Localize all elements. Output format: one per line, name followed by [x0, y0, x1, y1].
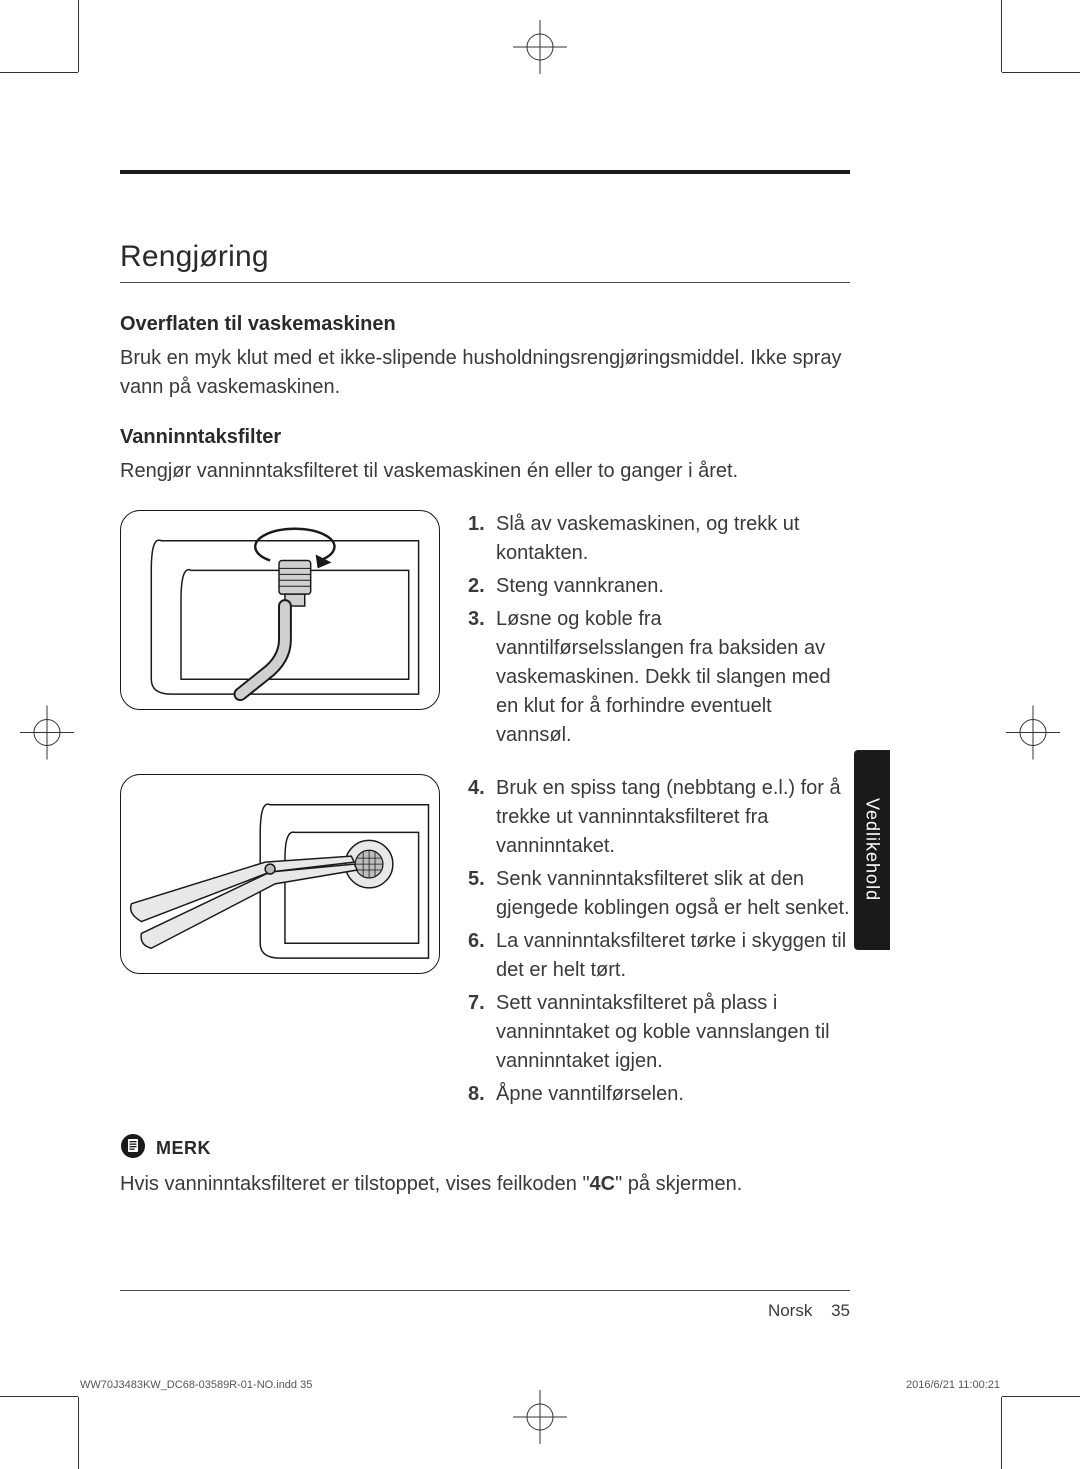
step-item: 5.Senk vanninntaksfilteret slik at den g…	[468, 865, 850, 923]
registration-mark-icon	[513, 1390, 567, 1449]
registration-mark-icon	[513, 20, 567, 79]
crop-mark	[1001, 0, 1002, 72]
page-content: Rengjøring Overflaten til vaskemaskinen …	[120, 170, 850, 1223]
side-tab: Vedlikehold	[854, 750, 890, 950]
crop-mark	[0, 1396, 78, 1397]
crop-mark	[0, 72, 78, 73]
step-item: 4.Bruk en spiss tang (nebbtang e.l.) for…	[468, 774, 850, 861]
step-item: 1.Slå av vaskemaskinen, og trekk ut kont…	[468, 510, 850, 568]
step-item: 2.Steng vannkranen.	[468, 572, 850, 601]
figure-unscrew-hose	[120, 510, 440, 710]
subsection-title-filter: Vanninntaksfilter	[120, 426, 850, 449]
footer-rule	[120, 1290, 850, 1291]
registration-mark-icon	[1006, 705, 1060, 764]
subsection-title-surface: Overflaten til vaskemaskinen	[120, 313, 850, 336]
section-title: Rengjøring	[120, 240, 850, 274]
footer-page-number: 35	[831, 1301, 850, 1320]
steps-list-b: 4.Bruk en spiss tang (nebbtang e.l.) for…	[468, 774, 850, 1109]
crop-mark	[1001, 1397, 1002, 1469]
step-item: 6.La vanninntaksfilteret tørke i skyggen…	[468, 927, 850, 985]
indd-filename: WW70J3483KW_DC68-03589R-01-NO.indd 35	[80, 1379, 312, 1391]
indd-timestamp: 2016/6/21 11:00:21	[906, 1379, 1000, 1391]
footer-language: Norsk	[768, 1301, 812, 1320]
figure-remove-filter	[120, 774, 440, 974]
step-item: 3.Løsne og koble fra vanntilførselsslang…	[468, 605, 850, 750]
steps-list-a: 1.Slå av vaskemaskinen, og trekk ut kont…	[468, 510, 850, 750]
step-item: 7.Sett vannintaksfilteret på plass i van…	[468, 989, 850, 1076]
subsection-body-filter: Rengjør vanninntaksfilteret til vaskemas…	[120, 457, 850, 486]
page-footer: Norsk 35	[120, 1290, 850, 1321]
crop-mark	[1002, 1396, 1080, 1397]
crop-mark	[78, 0, 79, 72]
note-text: Hvis vanninntaksfilteret er tilstoppet, …	[120, 1170, 850, 1199]
print-footer: WW70J3483KW_DC68-03589R-01-NO.indd 35 20…	[80, 1379, 1000, 1391]
note-label: MERK	[156, 1138, 211, 1159]
side-tab-label: Vedlikehold	[862, 798, 883, 901]
subsection-body-surface: Bruk en myk klut med et ikke-slipende hu…	[120, 344, 850, 402]
section-rule	[120, 282, 850, 283]
crop-mark	[78, 1397, 79, 1469]
step-item: 8.Åpne vanntilførselen.	[468, 1080, 850, 1109]
registration-mark-icon	[20, 705, 74, 764]
crop-mark	[1002, 72, 1080, 73]
note-icon	[120, 1133, 146, 1164]
